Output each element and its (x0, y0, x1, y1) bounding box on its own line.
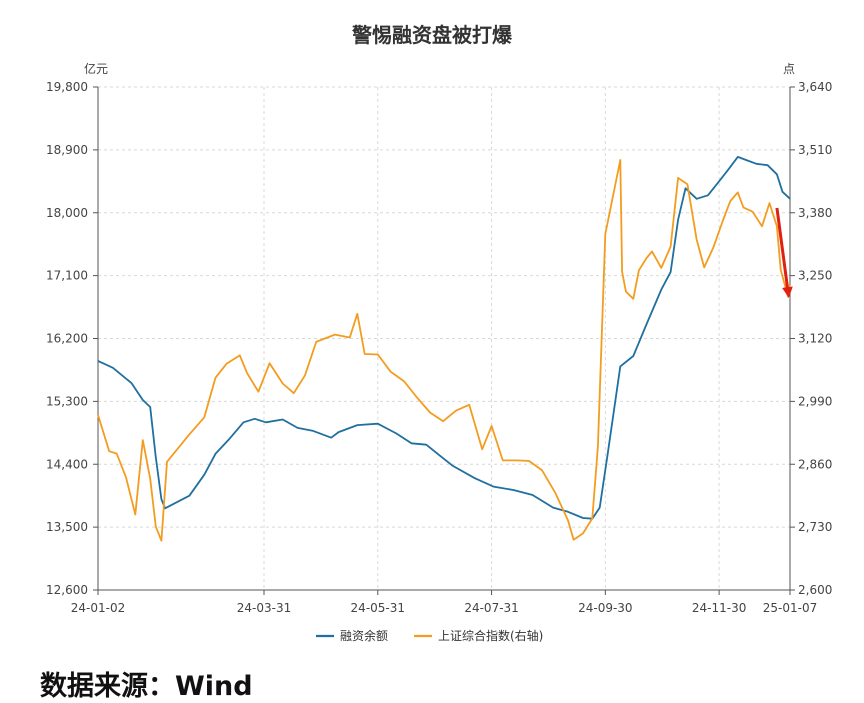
right-axis-unit: 点 (783, 62, 795, 76)
left-tick-label: 19,800 (46, 80, 88, 94)
legend-label-0: 融资余额 (340, 628, 388, 643)
left-tick-label: 18,900 (46, 143, 88, 157)
left-tick-label: 13,500 (46, 520, 88, 534)
left-tick-label: 16,200 (46, 332, 88, 346)
chart-title: 警惕融资盘被打爆 (352, 23, 513, 47)
legend-label-1: 上证综合指数(右轴) (438, 628, 543, 643)
annotations (775, 207, 793, 298)
left-axis-unit: 亿元 (84, 61, 108, 76)
source-note: 数据来源：Wind (40, 664, 253, 703)
series-lines (97, 155, 791, 542)
right-tick-label: 2,860 (798, 457, 832, 471)
down-arrow-annotation (775, 207, 793, 298)
source-note-value: Wind (175, 671, 253, 702)
series-line-0 (97, 155, 791, 520)
x-tick-label: 24-11-30 (692, 601, 746, 615)
right-tick-label: 3,250 (798, 269, 832, 283)
x-tick-label: 24-01-02 (71, 601, 125, 615)
x-tick-label: 25-01-07 (763, 601, 817, 615)
left-tick-label: 14,400 (46, 457, 88, 471)
left-tick-label: 15,300 (46, 394, 88, 408)
right-tick-label: 2,600 (798, 583, 832, 597)
left-tick-label: 12,600 (46, 583, 88, 597)
series-line-1 (97, 159, 791, 542)
right-tick-label: 3,510 (798, 143, 832, 157)
right-tick-label: 3,640 (798, 80, 832, 94)
x-tick-label: 24-09-30 (578, 601, 632, 615)
left-tick-label: 17,100 (46, 269, 88, 283)
axes: 12,600 13,500 14,400 15,300 16,200 17,100 18,0… (46, 80, 832, 615)
x-tick-label: 24-07-31 (464, 601, 518, 615)
legend: 融资余额 上证综合指数(右轴) (316, 628, 543, 643)
right-tick-label: 2,990 (798, 394, 832, 408)
source-note-label: 数据来源： (40, 671, 175, 702)
x-tick-label: 24-05-31 (351, 601, 405, 615)
right-tick-label: 3,380 (798, 206, 832, 220)
left-tick-label: 18,000 (46, 206, 88, 220)
x-tick-label: 24-03-31 (237, 601, 291, 615)
right-tick-label: 3,120 (798, 332, 832, 346)
grid-lines (98, 86, 790, 591)
right-tick-label: 2,730 (798, 520, 832, 534)
